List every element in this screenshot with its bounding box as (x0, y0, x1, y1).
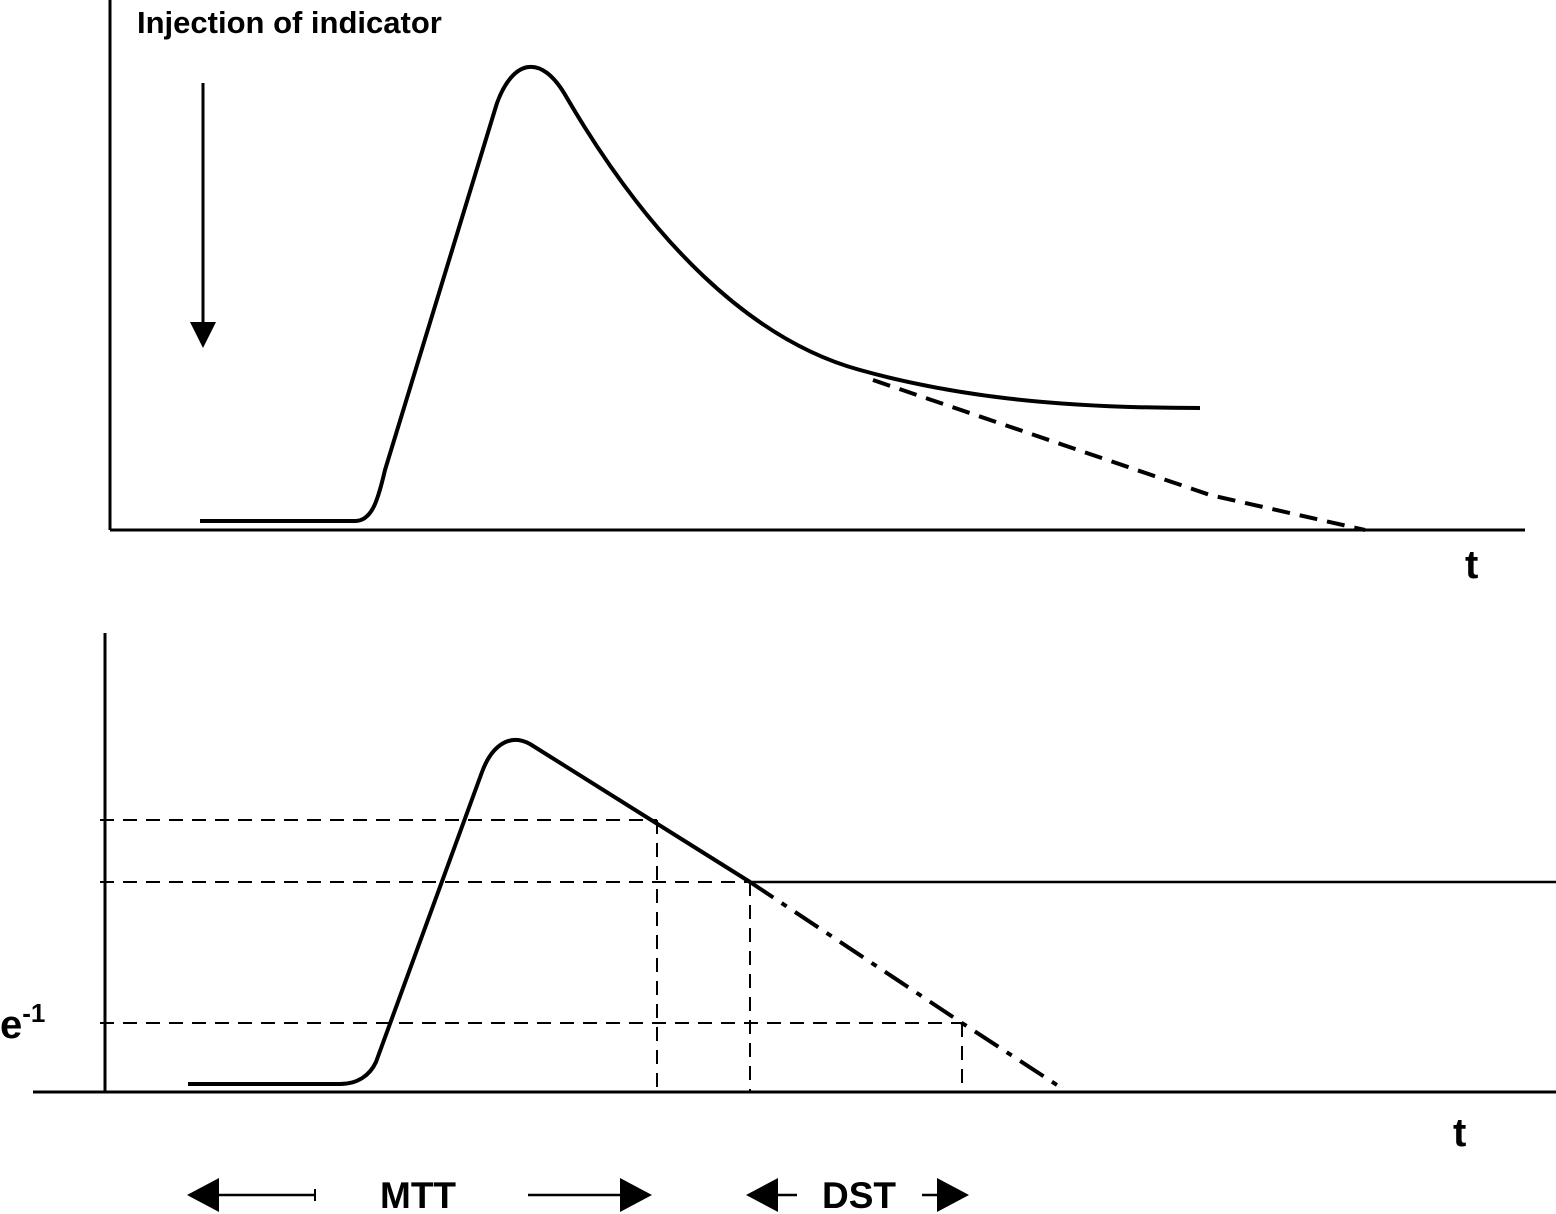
injection-arrow-icon (190, 83, 216, 348)
mtt-right-arrow-icon (620, 1178, 652, 1212)
e-minus-1-base: e (0, 1003, 22, 1047)
mtt-left-arrow-icon (187, 1178, 219, 1212)
top-concentration-curve (200, 65, 1201, 523)
e-minus-1-exponent: -1 (22, 998, 45, 1028)
bottom-extrapolated-decay (748, 880, 1062, 1089)
dst-label: DST (822, 1175, 896, 1214)
bottom-panel: e-1 t MTT DST (0, 633, 1556, 1214)
dst-right-arrow-icon (937, 1178, 969, 1212)
top-panel: Injection of indicator t (108, 0, 1525, 587)
top-x-axis-label: t (1465, 543, 1478, 587)
bottom-log-curve (188, 737, 752, 1086)
mtt-span: MTT (187, 1175, 652, 1214)
e-minus-1-label: e-1 (0, 998, 45, 1047)
dst-span: DST (746, 1175, 969, 1214)
mtt-label: MTT (380, 1175, 456, 1214)
injection-label: Injection of indicator (137, 5, 442, 40)
bottom-x-axis-label: t (1453, 1111, 1466, 1155)
top-extrapolated-decay (872, 378, 1366, 532)
dst-left-arrow-icon (746, 1178, 778, 1212)
